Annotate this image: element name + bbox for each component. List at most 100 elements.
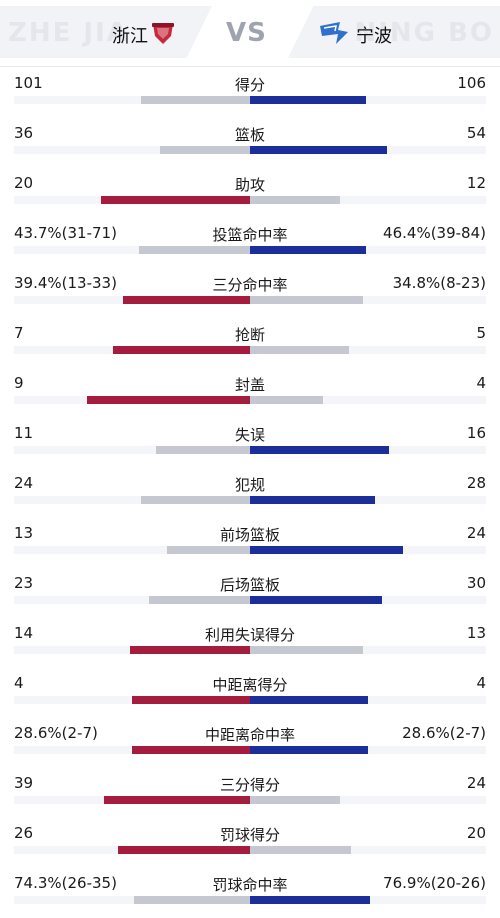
stat-bar-left (118, 846, 250, 854)
stat-label: 利用失误得分 (204, 626, 295, 644)
stat-left-value: 36 (14, 124, 34, 142)
stat-right-value: 28.6%(2-7) (402, 724, 486, 742)
stat-right-value: 4 (476, 374, 486, 392)
stat-bar-right (250, 346, 349, 354)
vs-label: VS (226, 18, 267, 48)
stat-row: 14 利用失误得分 13 (0, 618, 500, 668)
stat-bar-left (101, 196, 250, 204)
stat-bar-left (160, 146, 250, 154)
stat-label: 前场篮板 (219, 526, 280, 544)
stat-bar-left (134, 896, 250, 904)
stat-left-value: 14 (14, 624, 34, 642)
stat-bar-right (250, 196, 340, 204)
stat-right-value: 30 (466, 574, 486, 592)
stat-bar-left (149, 596, 250, 604)
stat-bar-left (167, 546, 250, 554)
stat-label: 助攻 (234, 176, 265, 194)
stat-left-value: 9 (14, 374, 24, 392)
stat-row: 101 得分 106 (0, 68, 500, 118)
team-right-logo-icon[interactable] (318, 20, 350, 46)
stat-label: 中距离命中率 (204, 726, 295, 744)
stat-row: 4 中距离得分 4 (0, 668, 500, 718)
team-right-watermark: NING BO (354, 18, 494, 48)
stat-row: 28.6%(2-7) 中距离命中率 28.6%(2-7) (0, 718, 500, 768)
stat-label: 犯规 (234, 476, 265, 494)
stat-left-value: 43.7%(31-71) (14, 224, 117, 242)
stat-bar-right (250, 296, 363, 304)
stat-label: 三分得分 (219, 776, 280, 794)
stat-row: 13 前场篮板 24 (0, 518, 500, 568)
stat-bar-right (250, 596, 382, 604)
stat-bar-right (250, 146, 387, 154)
stat-label: 罚球命中率 (212, 876, 288, 894)
stat-bar-right (250, 96, 366, 104)
stat-left-value: 23 (14, 574, 34, 592)
stat-right-value: 46.4%(39-84) (383, 224, 486, 242)
stat-bar-left (113, 346, 250, 354)
stat-bar-left (141, 496, 250, 504)
stat-bar-right (250, 396, 323, 404)
stat-left-value: 7 (14, 324, 24, 342)
stat-bar-right (250, 546, 403, 554)
stat-bar-right (250, 696, 368, 704)
stat-label: 抢断 (234, 326, 265, 344)
stat-row: 39 三分得分 24 (0, 768, 500, 818)
stat-bar-left (123, 296, 250, 304)
stat-bar-left (139, 246, 250, 254)
stat-label: 三分命中率 (212, 276, 288, 294)
stat-bar-left (132, 696, 250, 704)
team-left-name[interactable]: 浙江 (112, 26, 148, 47)
stat-right-value: 54 (466, 124, 486, 142)
stat-row: 23 后场篮板 30 (0, 568, 500, 618)
stat-right-value: 13 (466, 624, 486, 642)
stat-row: 24 犯规 28 (0, 468, 500, 518)
stat-right-value: 24 (466, 524, 486, 542)
stat-bar-left (141, 96, 250, 104)
stat-label: 罚球得分 (219, 826, 280, 844)
stat-row: 7 抢断 5 (0, 318, 500, 368)
stat-bar-left (132, 746, 250, 754)
stat-bar-left (130, 646, 250, 654)
stat-left-value: 4 (14, 674, 24, 692)
stat-left-value: 20 (14, 174, 34, 192)
stat-left-value: 39.4%(13-33) (14, 274, 117, 292)
stat-bar-right (250, 446, 389, 454)
stat-left-value: 101 (14, 74, 43, 92)
stat-right-value: 106 (457, 74, 486, 92)
stat-bar-left (104, 796, 250, 804)
stat-right-value: 76.9%(20-26) (383, 874, 486, 892)
stat-label: 篮板 (234, 126, 265, 144)
stat-label: 投篮命中率 (212, 226, 288, 244)
stat-left-value: 13 (14, 524, 34, 542)
stat-left-value: 39 (14, 774, 34, 792)
stat-bar-right (250, 896, 370, 904)
stat-row: 36 篮板 54 (0, 118, 500, 168)
stat-row: 9 封盖 4 (0, 368, 500, 418)
stat-right-value: 28 (466, 474, 486, 492)
stat-bar-right (250, 796, 340, 804)
stat-bar-right (250, 246, 366, 254)
stat-bar-right (250, 746, 368, 754)
team-left-watermark: ZHE JIA (8, 18, 129, 48)
stat-right-value: 5 (476, 324, 486, 342)
stat-row: 43.7%(31-71) 投篮命中率 46.4%(39-84) (0, 218, 500, 268)
team-left-logo-icon[interactable] (150, 20, 176, 46)
stat-row: 39.4%(13-33) 三分命中率 34.8%(8-23) (0, 268, 500, 318)
stat-row: 74.3%(26-35) 罚球命中率 76.9%(20-26) (0, 868, 500, 918)
stat-bar-right (250, 646, 363, 654)
stat-left-value: 74.3%(26-35) (14, 874, 117, 892)
stat-bar-left (87, 396, 250, 404)
stat-bar-right (250, 496, 375, 504)
stat-left-value: 26 (14, 824, 34, 842)
stat-right-value: 12 (466, 174, 486, 192)
stat-bar-left (156, 446, 250, 454)
stat-row: 26 罚球得分 20 (0, 818, 500, 868)
stat-right-value: 4 (476, 674, 486, 692)
header-left-panel (0, 6, 212, 58)
stat-right-value: 16 (466, 424, 486, 442)
team-right-name[interactable]: 宁波 (356, 26, 392, 47)
stat-right-value: 20 (466, 824, 486, 842)
stat-label: 后场篮板 (219, 576, 280, 594)
stat-label: 封盖 (234, 376, 265, 394)
stat-left-value: 28.6%(2-7) (14, 724, 98, 742)
